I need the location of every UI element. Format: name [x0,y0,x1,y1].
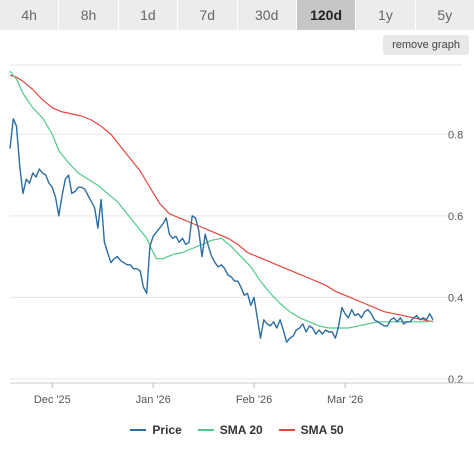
price-chart: 0.2 0.4 0.6 0.8 Dec '25 Jan '26 Feb '26 Mar '26 [9,64,474,406]
tab-5y[interactable]: 5y [415,0,474,30]
x-tick-label: Feb '26 [236,394,272,406]
tab-4h[interactable]: 4h [0,0,60,30]
series-line-price [9,118,434,343]
chart-legend: Price SMA 20 SMA 50 [0,420,474,440]
y-tick-label: 0.2 [448,374,463,386]
legend-label: SMA 50 [300,423,344,437]
timeframe-tabs: 4h 8h 1d 7d 30d 120d 1y 5y [0,0,474,30]
legend-item-sma-50[interactable]: SMA 50 [278,423,344,437]
tab-1d[interactable]: 1d [118,0,179,30]
x-tick-label: Mar '26 [327,394,363,406]
y-tick-label: 0.8 [448,129,463,141]
legend-label: Price [152,423,182,437]
tab-8h[interactable]: 8h [59,0,119,30]
tab-7d[interactable]: 7d [178,0,238,30]
series-line-sma-50 [9,74,434,323]
legend-swatch [130,429,147,431]
legend-swatch [197,429,214,431]
x-tick-label: Jan '26 [136,394,171,406]
legend-item-price[interactable]: Price [130,423,182,437]
tab-1y[interactable]: 1y [356,0,416,30]
y-tick-label: 0.6 [448,211,463,223]
legend-item-sma-20[interactable]: SMA 20 [197,423,263,437]
series-line-sma-20 [9,70,434,329]
tab-120d[interactable]: 120d [296,0,357,30]
tab-30d[interactable]: 30d [237,0,297,30]
remove-graph-button[interactable]: remove graph [383,35,469,55]
legend-swatch [278,429,295,431]
x-tick-label: Dec '25 [34,394,71,406]
y-tick-label: 0.4 [448,292,463,304]
legend-label: SMA 20 [219,423,263,437]
